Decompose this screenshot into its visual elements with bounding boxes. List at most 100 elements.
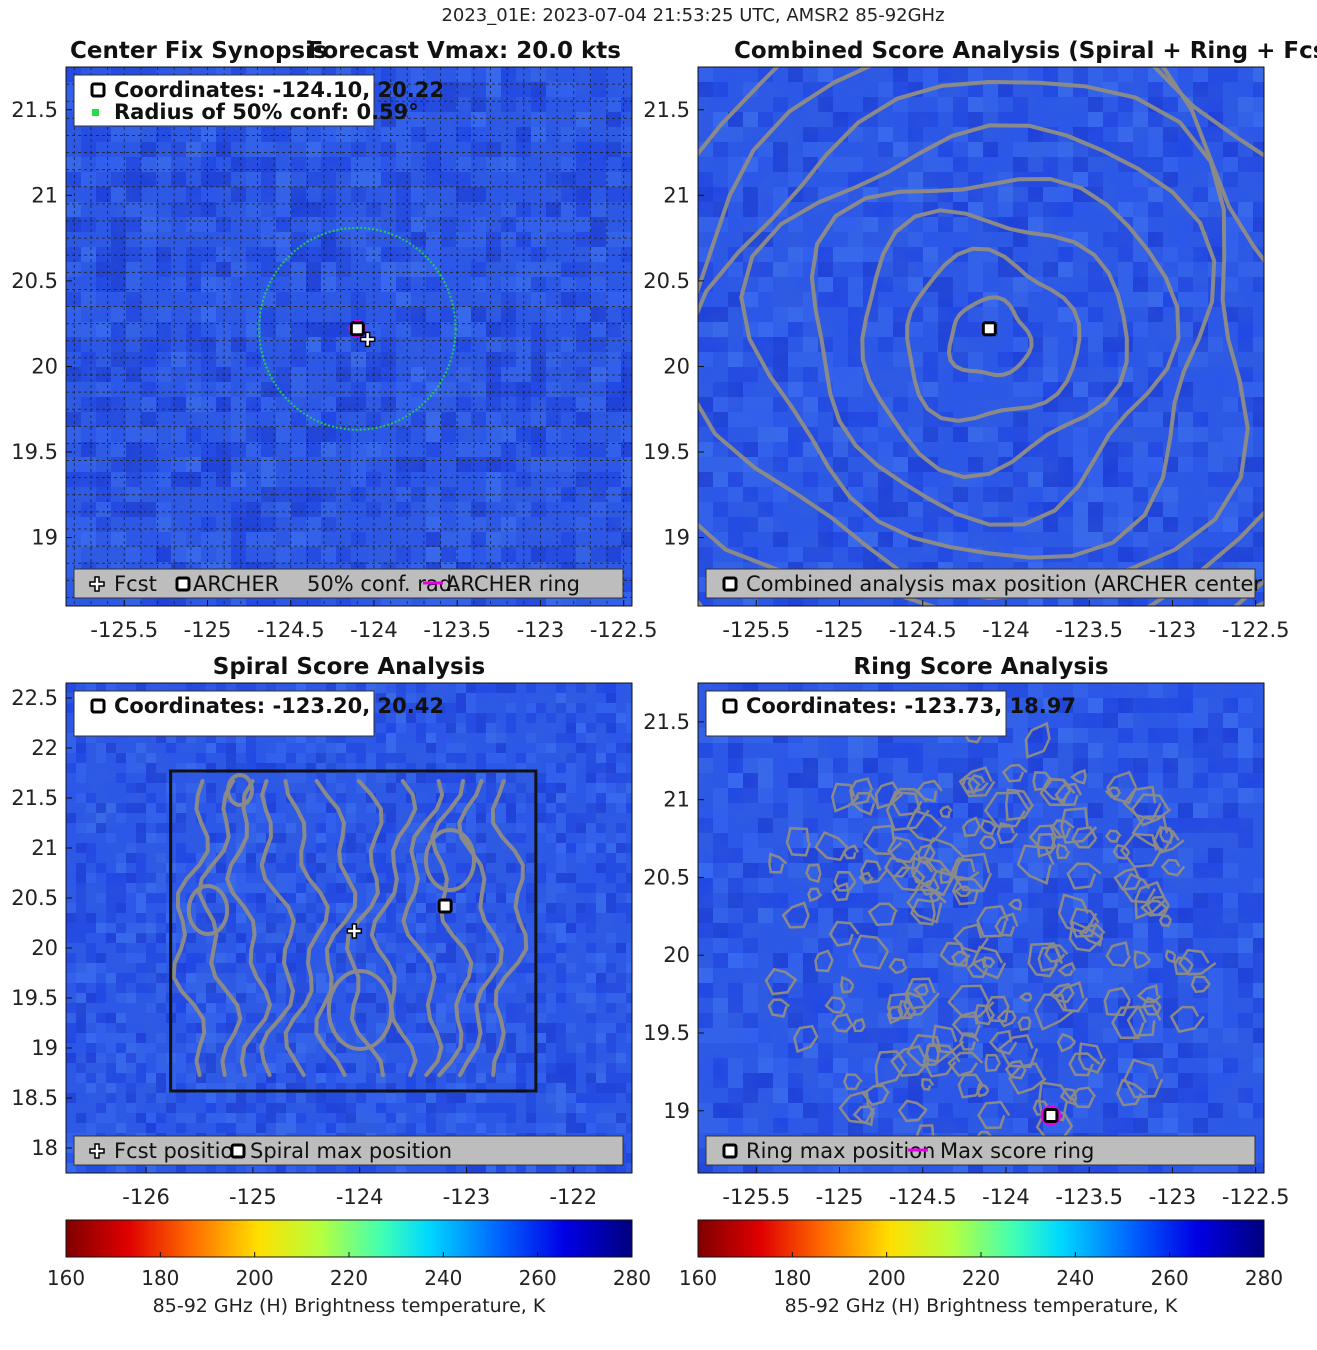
- colorbar-tick-label: 180: [773, 1266, 811, 1290]
- contour-line: [171, 779, 210, 1077]
- max-position-marker: [981, 321, 997, 337]
- ring-contour: [961, 776, 981, 795]
- ring-max-marker: [1043, 1107, 1059, 1123]
- ring-contour: [1036, 832, 1057, 858]
- ring-contour: [824, 996, 846, 1014]
- ring-contour: [919, 877, 940, 896]
- ring-contour: [1068, 1052, 1101, 1077]
- ring-contour: [1131, 815, 1176, 853]
- ring-contour: [1069, 907, 1100, 938]
- ring-contour: [958, 766, 996, 798]
- contour-level: [809, 177, 1181, 527]
- ring-contour: [1027, 942, 1064, 978]
- legend-fcst-position: Fcst position: [114, 1139, 247, 1163]
- contour-blob: [186, 884, 230, 936]
- colorbar-gradient: [65, 1219, 633, 1258]
- info-box: Coordinates: -123.20, 20.42: [73, 690, 444, 737]
- x-tick-label: -126: [122, 1185, 170, 1209]
- ring-contour: [1119, 832, 1163, 869]
- ring-contour: [874, 1050, 908, 1087]
- spiral-max-marker: [437, 898, 453, 914]
- ring-contour: [886, 1005, 904, 1025]
- ring-contour: [1033, 993, 1076, 1031]
- ring-contour: [1057, 893, 1098, 935]
- ring-contour: [1039, 778, 1076, 807]
- contour-blob: [326, 969, 394, 1051]
- ring-contour: [1018, 992, 1033, 1002]
- ring-contour: [1007, 898, 1023, 911]
- ring-contour: [977, 1100, 1011, 1129]
- ring-contour: [979, 818, 998, 836]
- ring-contour: [1158, 914, 1173, 928]
- legend-max-icon: [722, 576, 738, 592]
- ring-contour: [966, 957, 989, 979]
- ring-contour: [885, 790, 930, 832]
- panel-spiral_score: Coordinates: -123.20, 20.42 Fcst position…: [11, 654, 633, 1209]
- ring-contour: [984, 1053, 1001, 1073]
- tb-texture: [66, 683, 632, 1173]
- ring-contour: [1069, 1086, 1097, 1109]
- ring-contour: [1054, 782, 1083, 807]
- ring-contour: [979, 835, 997, 850]
- ring-contour: [1164, 949, 1177, 964]
- ring-contour: [1121, 872, 1156, 904]
- legend-archer: ARCHER: [193, 572, 279, 596]
- tb-texture: [698, 67, 1264, 606]
- x-tick-label: -122.5: [1222, 1185, 1290, 1209]
- colorbar-tick-label: 200: [236, 1266, 274, 1290]
- y-tick-label: 19: [31, 1036, 58, 1060]
- y-tick-label: 20.5: [643, 269, 690, 293]
- info-coordinates: Coordinates: -123.20, 20.42: [114, 694, 444, 718]
- colorbar-2: 160 180 200 220 240 260 280 85-92 GHz (H) Brigh…: [679, 1219, 1283, 1317]
- ring-contour: [947, 984, 995, 1018]
- plot-area: Coordinates: -123.73, 18.97 Ring max posi…: [698, 683, 1264, 1173]
- ring-contour: [983, 791, 1030, 828]
- ring-contour: [849, 777, 874, 806]
- colorbar-tick-label: 200: [868, 1266, 906, 1290]
- y-tick-label: 21: [31, 836, 58, 860]
- ring-contour: [903, 991, 930, 1017]
- y-tick-label: 18.5: [11, 1086, 58, 1110]
- x-tick-label: -125.5: [90, 618, 158, 642]
- contour-line: [457, 779, 504, 1077]
- ring-contour: [913, 983, 930, 996]
- x-tick-label: -125.5: [722, 1185, 790, 1209]
- x-tick-label: -124: [982, 618, 1030, 642]
- colorbar-tick-label: 260: [1151, 1266, 1189, 1290]
- ring-contour: [859, 859, 888, 885]
- colorbar-tick-label: 240: [424, 1266, 462, 1290]
- axes-frame: [697, 66, 1265, 607]
- ring-contour: [921, 1077, 935, 1091]
- legend: Ring max position Max score ring: [705, 1135, 1256, 1166]
- y-tick-label: 21: [663, 788, 690, 812]
- ring-contour: [906, 1033, 952, 1067]
- info-coordinates: Coordinates: -124.10, 20.22: [114, 78, 444, 102]
- ring-contour: [1177, 948, 1217, 976]
- colorbar-label: 85-92 GHz (H) Brightness temperature, K: [153, 1295, 546, 1317]
- ring-contour: [1001, 763, 1028, 783]
- ring-contour: [1113, 867, 1143, 891]
- y-tick-label: 20.5: [643, 865, 690, 889]
- legend-max-score-ring: Max score ring: [940, 1139, 1094, 1163]
- ring-contour: [953, 923, 990, 954]
- ring-contour: [996, 1009, 1017, 1028]
- ring-contour: [890, 787, 928, 817]
- colorbar-tick-label: 160: [679, 1266, 717, 1290]
- contour-line: [314, 779, 358, 1077]
- ring-contour: [1106, 770, 1138, 805]
- ring-contour: [996, 822, 1019, 845]
- contour-level: [860, 208, 1129, 480]
- green-square-icon: [92, 109, 99, 116]
- y-tick-label: 22: [31, 736, 58, 760]
- ring-contour: [1105, 941, 1132, 968]
- ring-contour: [974, 1004, 996, 1026]
- ring-contour: [897, 1099, 928, 1123]
- plot-area: Coordinates: -123.20, 20.42 Fcst position…: [66, 683, 632, 1173]
- forecast-marker: [346, 923, 363, 939]
- ring-contour: [831, 1012, 854, 1033]
- ring-contour: [890, 1044, 930, 1078]
- y-tick-label: 21: [31, 183, 58, 207]
- x-tick-label: -125: [184, 618, 232, 642]
